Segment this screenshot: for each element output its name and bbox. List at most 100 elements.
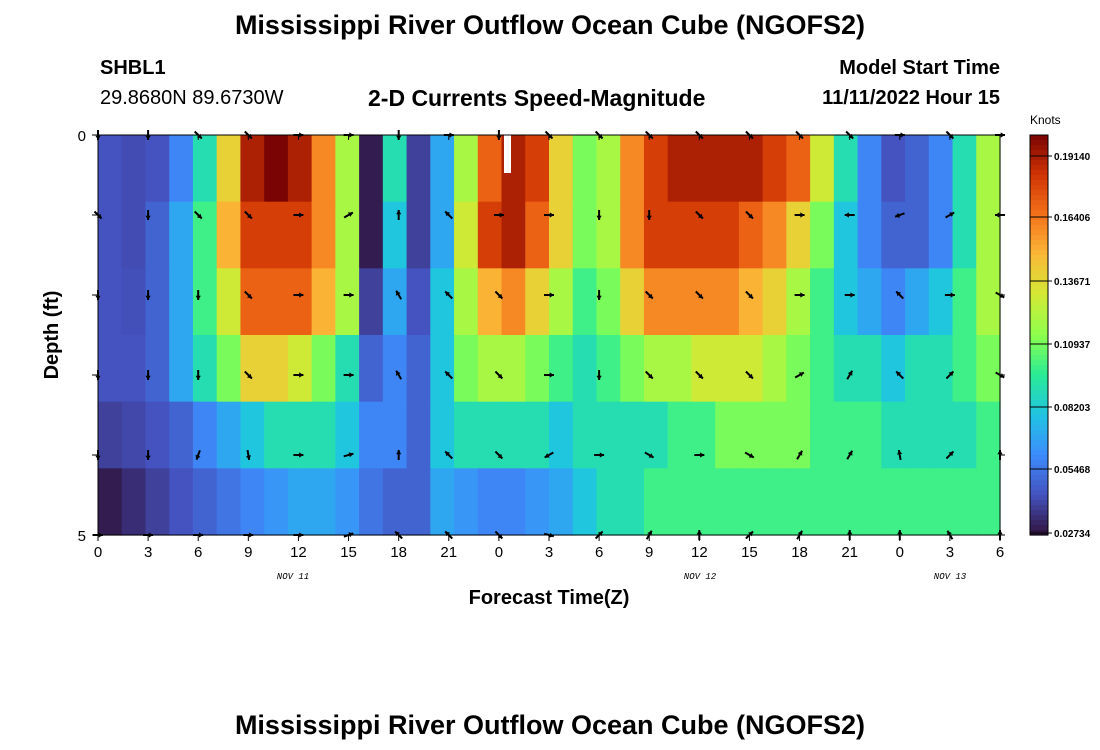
colorbar-segment: [1030, 305, 1048, 311]
heatmap-cell: [240, 201, 265, 269]
current-arrow: [494, 370, 504, 380]
heatmap-cell: [192, 135, 218, 203]
heatmap-cell: [976, 401, 1001, 469]
heatmap-cell: [240, 401, 265, 469]
heatmap-cell: [572, 201, 598, 269]
current-arrow: [444, 450, 454, 460]
heatmap-cell: [905, 135, 930, 203]
heatmap-cell: [810, 468, 835, 536]
current-arrow: [846, 370, 854, 380]
heatmap-cell: [786, 201, 811, 269]
heatmap-cell: [335, 468, 360, 536]
colorbar-segment: [1030, 370, 1048, 376]
current-arrow: [897, 449, 903, 461]
heatmap-cell: [287, 268, 313, 336]
heatmap-cell: [833, 201, 859, 269]
colorbar-segment: [1030, 275, 1048, 281]
colorbar-tick-label: 0.16406: [1054, 213, 1091, 224]
current-arrow: [343, 292, 354, 298]
x-tick-label: 21: [841, 544, 858, 561]
y-tick-label: 0: [78, 128, 86, 145]
heatmap-cell: [145, 135, 170, 203]
current-arrow: [895, 290, 905, 300]
heatmap-cell: [287, 135, 313, 203]
x-tick-label: 18: [390, 544, 407, 561]
x-tick-label: 15: [340, 544, 357, 561]
heatmap-cell: [121, 201, 147, 269]
heatmap-cell: [549, 268, 574, 336]
heatmap-cell: [359, 268, 384, 336]
colorbar-segment: [1030, 385, 1048, 391]
heatmap-cell: [786, 468, 811, 536]
heatmap-cell: [121, 468, 147, 536]
heatmap-cell: [691, 268, 716, 336]
heatmap-cell: [169, 268, 194, 336]
heatmap-cell: [264, 135, 289, 203]
colorbar-segment: [1030, 285, 1048, 291]
heatmap-cell: [311, 201, 336, 269]
heatmap-cell: [691, 468, 716, 536]
heatmap-cell: [833, 268, 859, 336]
colorbar-segment: [1030, 160, 1048, 166]
heatmap-cell: [549, 135, 574, 203]
current-arrow: [396, 450, 402, 460]
colorbar-segment: [1030, 410, 1048, 416]
colorbar-segment: [1030, 360, 1048, 366]
current-arrow: [244, 370, 253, 380]
heatmap-cell: [216, 335, 242, 403]
heatmap-cell: [525, 201, 550, 269]
heatmap-cell: [857, 468, 882, 536]
chart-subtitle: 2-D Currents Speed-Magnitude: [368, 85, 706, 111]
colorbar-segment: [1030, 480, 1048, 486]
heatmap-cell: [857, 401, 882, 469]
heatmap-cell: [477, 401, 503, 469]
current-arrow: [544, 292, 554, 298]
heatmap-cell: [762, 335, 787, 403]
current-arrow: [343, 211, 354, 219]
heatmap-cell: [145, 401, 170, 469]
heatmap-cell: [620, 268, 645, 336]
heatmap-cell: [976, 201, 1001, 269]
current-arrow: [293, 372, 304, 378]
heatmap-cell: [928, 468, 954, 536]
colorbar-segment: [1030, 355, 1048, 361]
current-arrow: [544, 212, 554, 218]
heatmap-cell: [335, 268, 360, 336]
date-label: NOV 11: [277, 572, 309, 582]
current-arrow: [245, 449, 251, 461]
colorbar-segment: [1030, 195, 1048, 201]
heatmap-cell: [169, 335, 194, 403]
current-arrow: [945, 211, 955, 219]
colorbar-segment: [1030, 325, 1048, 331]
x-tick-label: 18: [791, 544, 808, 561]
heatmap-cell: [928, 201, 954, 269]
heatmap-cell: [786, 401, 811, 469]
colorbar-segment: [1030, 390, 1048, 396]
current-arrow: [293, 292, 304, 298]
colorbar-segment: [1030, 245, 1048, 251]
model-start-time: 11/11/2022 Hour 15: [822, 87, 1000, 109]
heatmap-cell: [596, 135, 621, 203]
heatmap-cell: [192, 201, 218, 269]
x-axis-label: Forecast Time(Z): [469, 587, 630, 609]
heatmap-cell: [454, 335, 479, 403]
x-tick-label: 0: [896, 544, 904, 561]
colorbar-segment: [1030, 255, 1048, 261]
heatmap-cell: [643, 201, 669, 269]
heatmap-cell: [454, 268, 479, 336]
heatmap-cell: [525, 335, 550, 403]
colorbar-tick-label: 0.08203: [1054, 403, 1091, 414]
heatmap-cell: [952, 201, 977, 269]
station-id: SHBL1: [100, 57, 166, 79]
colorbar-frame: [1029, 134, 1049, 536]
current-arrow: [695, 210, 704, 220]
heatmap-cell: [359, 335, 384, 403]
heatmap-cell: [643, 135, 669, 203]
current-arrow: [644, 451, 655, 459]
current-arrow: [596, 210, 602, 220]
x-tick-label: 0: [495, 544, 503, 561]
heatmap-cell: [643, 335, 669, 403]
x-tick-label: 3: [545, 544, 553, 561]
heatmap-cell: [738, 335, 764, 403]
current-arrow: [794, 371, 805, 379]
